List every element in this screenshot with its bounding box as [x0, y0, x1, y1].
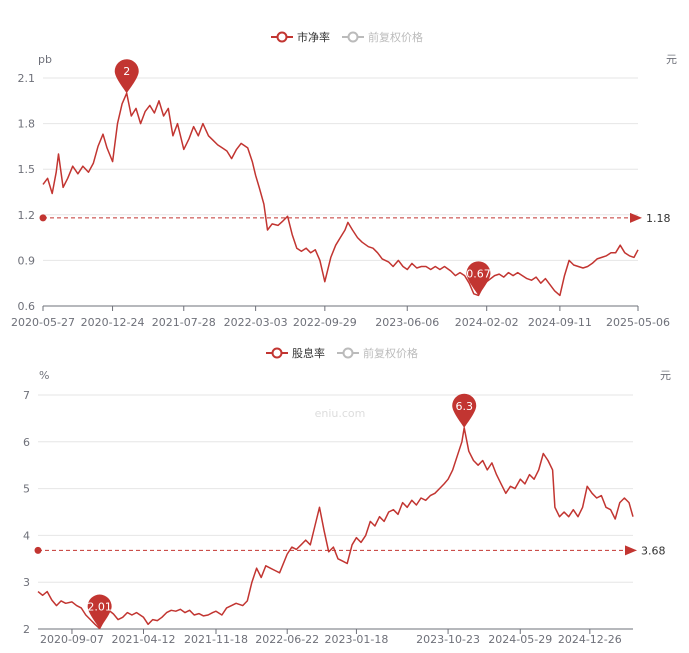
x-tick-label: 2020-12-24	[81, 316, 145, 329]
series-line	[37, 427, 634, 630]
legend-label[interactable]: 前复权价格	[368, 30, 423, 44]
x-tick-label: 2025-05-06	[606, 316, 670, 329]
extreme-value-label: 0.67	[466, 267, 491, 280]
extreme-value-label: 2	[123, 65, 130, 78]
y2-axis-unit: 元	[660, 369, 671, 382]
y-tick-label: 1.5	[18, 163, 36, 176]
x-tick-label: 2024-12-26	[558, 633, 622, 646]
y-tick-label: 6	[23, 436, 30, 449]
x-tick-label: 2022-03-03	[224, 316, 288, 329]
extreme-value-pin	[466, 261, 491, 296]
y-axis-unit: %	[39, 369, 49, 382]
legend-label[interactable]: 市净率	[297, 30, 330, 44]
x-tick-label: 2021-04-12	[112, 633, 176, 646]
y-tick-label: 2	[23, 623, 30, 636]
extreme-value-label: 2.01	[87, 601, 112, 614]
legend-marker[interactable]	[347, 31, 359, 43]
average-line-start-dot	[34, 546, 42, 554]
x-tick-label: 2023-01-18	[324, 633, 388, 646]
x-tick-label: 2021-11-18	[184, 633, 248, 646]
y-axis-unit: pb	[38, 53, 52, 66]
legend-marker[interactable]	[271, 347, 283, 359]
legend-marker[interactable]	[276, 31, 288, 43]
extreme-value-pin	[452, 393, 477, 428]
x-tick-label: 2020-09-07	[40, 633, 104, 646]
y-tick-label: 0.9	[18, 254, 36, 267]
x-tick-label: 2022-06-22	[255, 633, 319, 646]
average-line-label: 3.68	[641, 544, 666, 557]
extreme-value-pin	[87, 594, 112, 629]
extreme-value-pin	[114, 59, 139, 94]
x-tick-label: 2023-10-23	[416, 633, 480, 646]
legend-label[interactable]: 股息率	[292, 346, 325, 360]
series-line	[42, 92, 639, 297]
legend-label[interactable]: 前复权价格	[363, 346, 418, 360]
extreme-value-label: 6.3	[455, 400, 473, 413]
y-tick-label: 7	[23, 389, 30, 402]
legend-marker[interactable]	[342, 347, 354, 359]
y-tick-label: 0.6	[18, 300, 36, 313]
x-tick-label: 2024-09-11	[528, 316, 592, 329]
dividend-yield-chart: 股息率 前复权价格% 元 2 3 4 5 6 7 2020-09-07 2021-04-12 2021…	[23, 346, 671, 646]
y-tick-label: 4	[23, 529, 30, 542]
average-line-arrow	[630, 212, 642, 223]
x-tick-label: 2023-06-06	[375, 316, 439, 329]
average-line-arrow	[625, 545, 637, 556]
average-line-start-dot	[39, 214, 47, 222]
x-tick-label: 2024-02-02	[455, 316, 519, 329]
watermark-text: eniu.com	[315, 407, 366, 420]
y-tick-label: 1.2	[18, 209, 36, 222]
pb-ratio-chart: 市净率 前复权价格 pb 元 0.6 0.9 1.2 1.5 1.8 2.1 2020-05-27 2…	[11, 30, 677, 329]
y-tick-label: 5	[23, 483, 30, 496]
y2-axis-unit: 元	[666, 53, 677, 66]
y-tick-label: 2.1	[18, 72, 36, 85]
x-tick-label: 2024-05-29	[488, 633, 552, 646]
x-tick-label: 2022-09-29	[293, 316, 357, 329]
y-tick-label: 1.8	[18, 118, 36, 131]
y-tick-label: 3	[23, 576, 30, 589]
x-tick-label: 2020-05-27	[11, 316, 75, 329]
x-tick-label: 2021-07-28	[152, 316, 216, 329]
average-line-label: 1.18	[646, 212, 671, 225]
